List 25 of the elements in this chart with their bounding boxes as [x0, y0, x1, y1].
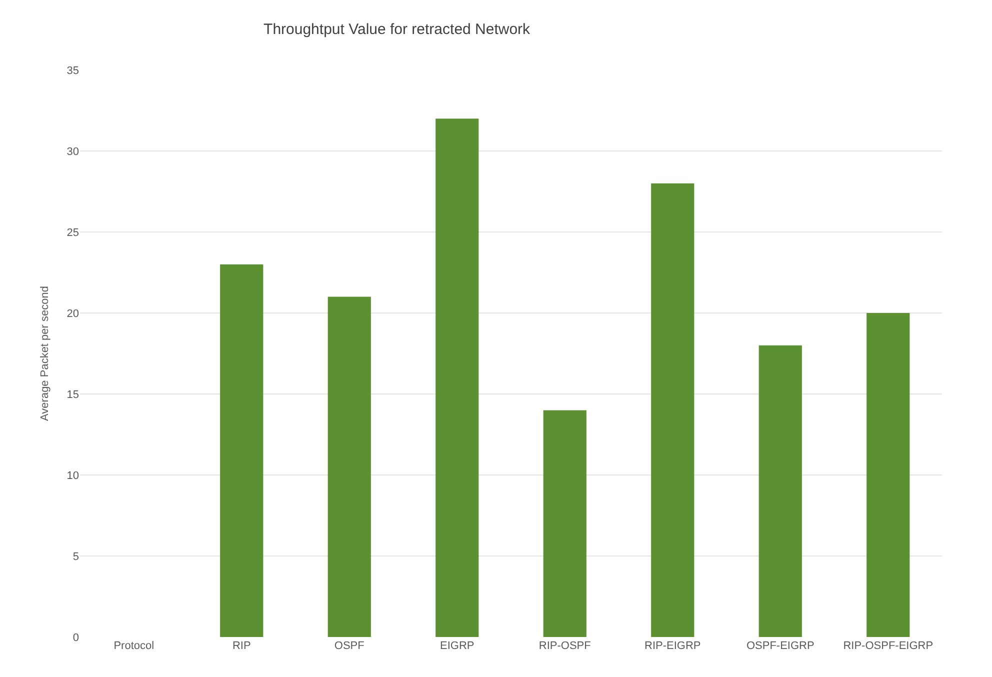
- x-tick-label: OSPF-EIGRP: [746, 640, 814, 652]
- bar: [220, 264, 264, 637]
- y-tick-label: 20: [66, 308, 79, 320]
- y-tick-label: 10: [66, 470, 79, 482]
- y-axis-title: Average Packet per second: [39, 286, 51, 421]
- bar: [436, 118, 479, 637]
- bar: [543, 410, 586, 637]
- x-tick-label: RIP-OSPF-EIGRP: [843, 640, 934, 652]
- bar: [651, 183, 694, 637]
- y-tick-label: 0: [72, 632, 79, 644]
- x-tick-label: RIP-OSPF: [538, 640, 592, 652]
- chart-title: Throughtput Value for retracted Network: [264, 21, 531, 38]
- bar: [758, 345, 802, 637]
- y-tick-label: 35: [66, 64, 79, 77]
- x-tick-label: RIP-EIGRP: [644, 640, 701, 652]
- x-tick-label: EIGRP: [440, 640, 474, 652]
- bar: [328, 296, 371, 637]
- y-tick-label: 15: [66, 388, 79, 401]
- x-tick-label: OSPF: [334, 640, 365, 652]
- bar: [866, 313, 910, 637]
- x-tick-label: RIP: [232, 640, 251, 652]
- y-tick-label: 25: [66, 226, 79, 239]
- y-tick-label: 5: [72, 550, 79, 563]
- x-tick-label: Protocol: [114, 640, 154, 652]
- y-tick-label: 30: [66, 146, 79, 158]
